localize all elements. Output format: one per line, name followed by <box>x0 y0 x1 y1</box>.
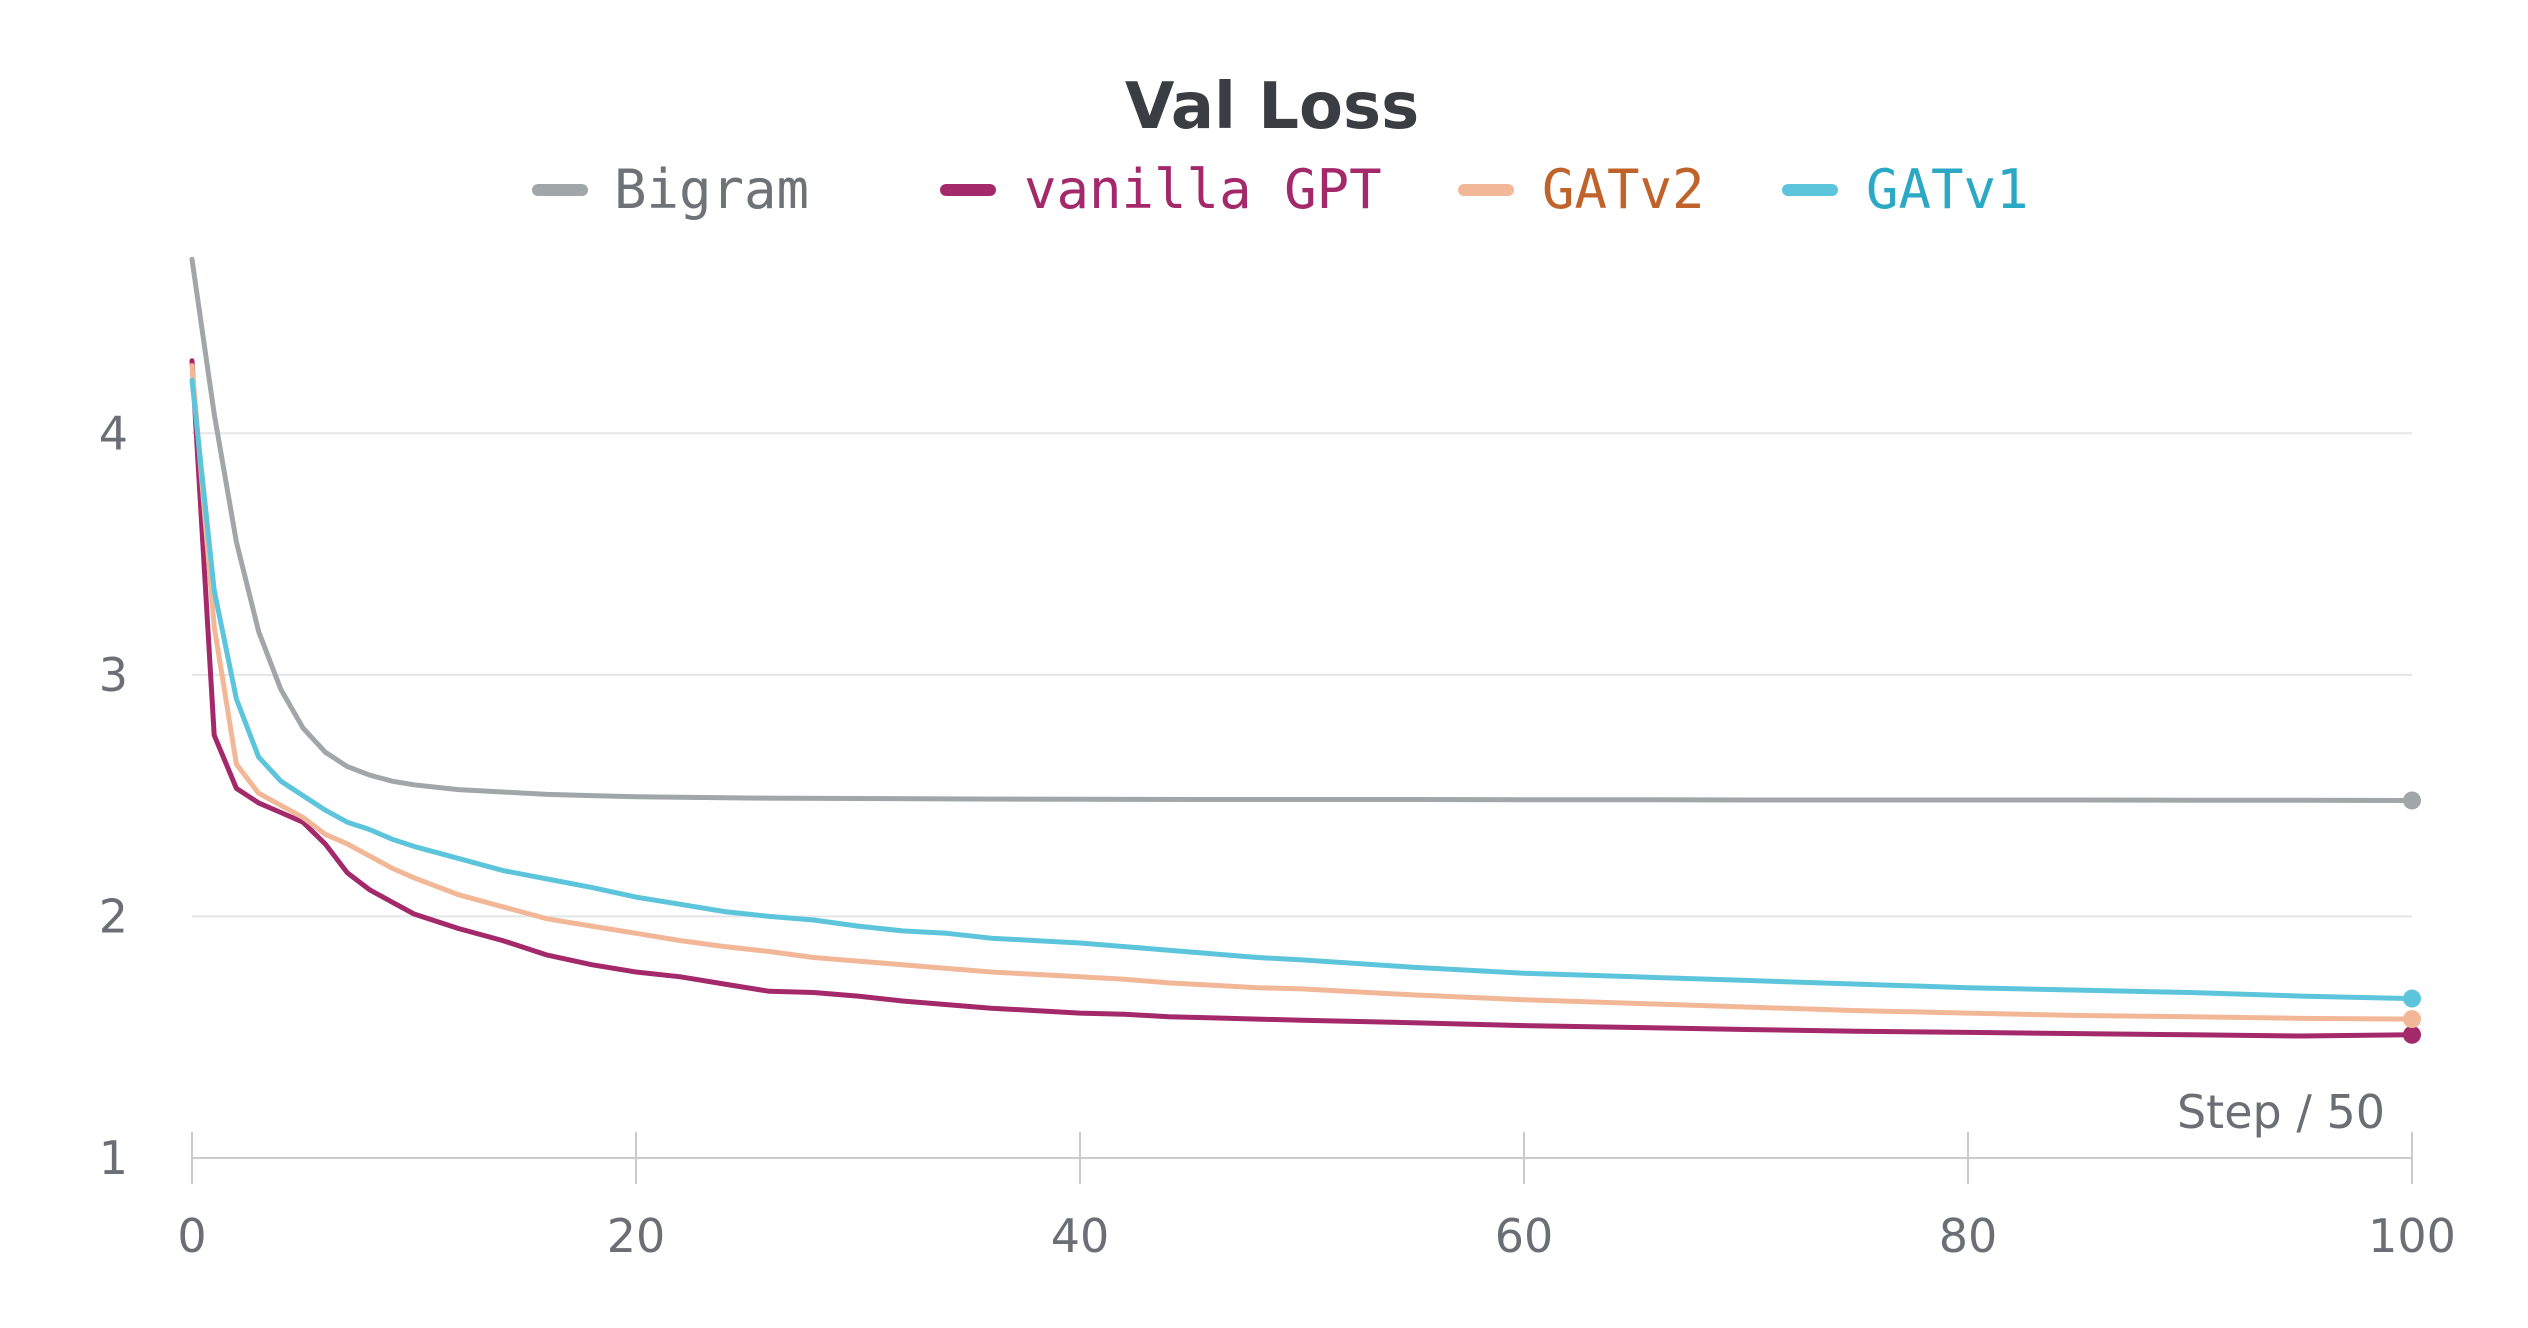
legend-item-vanilla-gpt[interactable]: vanilla GPT <box>940 158 1382 221</box>
y-tick-label-1: 1 <box>99 1131 128 1185</box>
y-tick-label-2: 2 <box>99 889 128 943</box>
legend-label-gatv2: GATv2 <box>1542 158 1705 221</box>
x-tick-label-80: 80 <box>1939 1209 1998 1263</box>
y-tick-label-4: 4 <box>99 406 128 460</box>
legend-label-gatv1: GATv1 <box>1866 158 2029 221</box>
x-tick-label-0: 0 <box>177 1209 206 1263</box>
series-line-bigram[interactable] <box>189 256 2415 803</box>
legend-label-vanilla-gpt: vanilla GPT <box>1024 158 1382 221</box>
y-tick-label-3: 3 <box>99 648 128 702</box>
x-axis: 0 20 40 60 80 100 <box>177 1132 2456 1263</box>
legend-item-gatv2[interactable]: GATv2 <box>1458 158 1705 221</box>
chart-title: Val Loss <box>1125 70 1419 144</box>
legend-label-bigram: Bigram <box>614 158 809 221</box>
series-end-point-gatv1[interactable] <box>2403 989 2421 1008</box>
series-end-point-vanilla-gpt[interactable] <box>2403 1025 2421 1044</box>
legend-item-bigram[interactable]: Bigram <box>532 158 809 221</box>
series-line-vanilla-gpt[interactable] <box>189 358 2415 1039</box>
series-end-point-bigram[interactable] <box>2403 791 2421 810</box>
plot-area[interactable] <box>189 256 2421 1044</box>
series-end-point-gatv2[interactable] <box>2403 1010 2421 1029</box>
series-line-gatv2[interactable] <box>189 363 2415 1022</box>
legend[interactable]: Bigram vanilla GPT GATv2 GATv1 <box>532 158 2029 221</box>
series-line-gatv1[interactable] <box>189 377 2415 1002</box>
x-tick-label-40: 40 <box>1051 1209 1110 1263</box>
x-axis-label: Step / 50 <box>2177 1085 2385 1139</box>
legend-item-gatv1[interactable]: GATv1 <box>1782 158 2029 221</box>
x-tick-label-100: 100 <box>2368 1209 2456 1263</box>
x-tick-label-60: 60 <box>1495 1209 1554 1263</box>
grid: 1 2 3 4 <box>99 406 2412 1185</box>
x-tick-label-20: 20 <box>607 1209 666 1263</box>
